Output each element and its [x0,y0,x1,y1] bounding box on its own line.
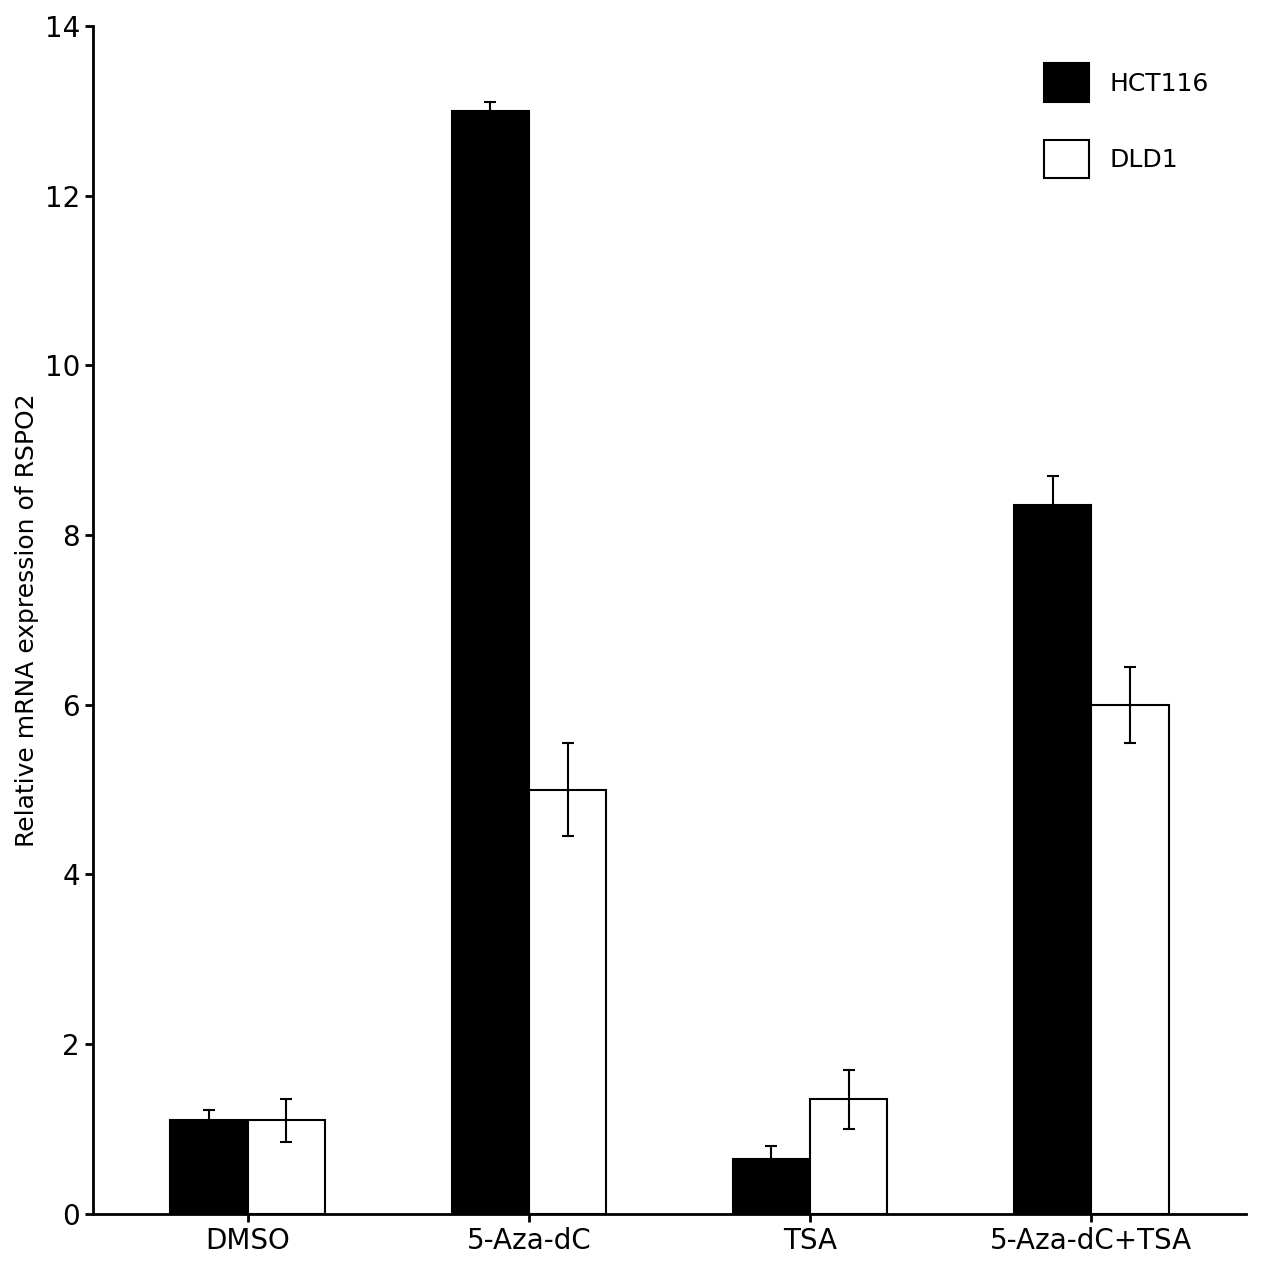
Bar [247,1120,325,1214]
Bar [810,1100,888,1214]
Bar [170,1120,247,1214]
Bar [451,110,528,1214]
Bar [1091,705,1169,1214]
Y-axis label: Relative mRNA expression of RSPO2: Relative mRNA expression of RSPO2 [15,394,39,847]
Bar [1014,505,1091,1214]
Legend: HCT116, DLD1: HCT116, DLD1 [1019,38,1233,203]
Bar [528,790,607,1214]
Bar [733,1158,810,1214]
